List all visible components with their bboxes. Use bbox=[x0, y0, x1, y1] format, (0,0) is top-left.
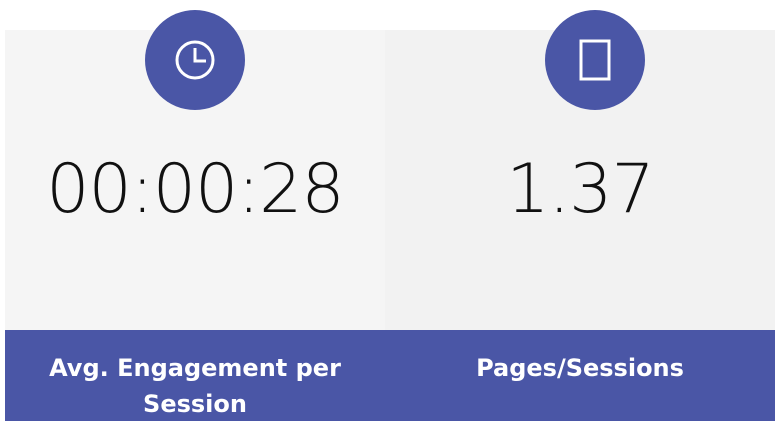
kpi-value: 1.37 bbox=[506, 150, 654, 229]
card-footer: Avg. Engagement per Session bbox=[5, 330, 385, 421]
card-footer: Pages/Sessions bbox=[385, 330, 775, 421]
kpi-value: 00:00:28 bbox=[46, 150, 344, 229]
kpi-label: Avg. Engagement per Session bbox=[49, 354, 341, 418]
clock-icon bbox=[145, 10, 245, 110]
kpi-label: Pages/Sessions bbox=[476, 354, 684, 382]
page-icon bbox=[545, 10, 645, 110]
